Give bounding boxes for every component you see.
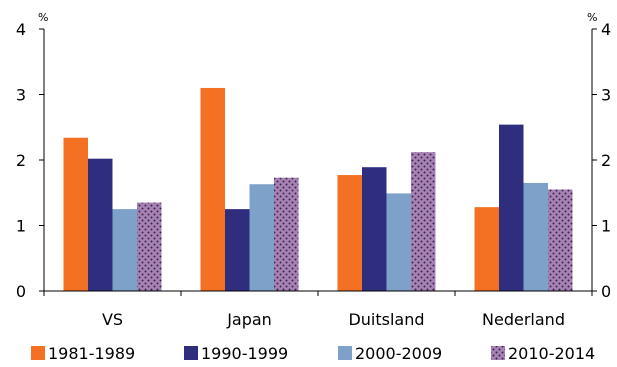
legend-swatch-1990-1999: [184, 346, 198, 360]
legend-swatch-2010-2014: [491, 346, 505, 360]
bar-1981-1989-Duitsland: [337, 175, 362, 291]
legend-label: 1990-1999: [201, 344, 288, 363]
bar-1981-1989-Nederland: [474, 207, 499, 291]
plot-area: 0 0 1 1 2 2 3 3 4 4 VS Japan Duitsland Nederland: [16, 20, 611, 329]
bar-2010-2014-Nederland: [548, 189, 573, 291]
legend-label: 2010-2014: [508, 344, 595, 363]
y-tick-label-right: 2: [601, 151, 611, 170]
legend-label: 2000-2009: [355, 344, 442, 363]
y-tick-label-right: 1: [601, 217, 611, 236]
legend-label: 1981-1989: [48, 344, 135, 363]
bar-1990-1999-Duitsland: [362, 167, 387, 291]
legend-swatch-1981-1989: [31, 346, 45, 360]
bar-1990-1999-Japan: [225, 209, 250, 291]
category-label: Duitsland: [348, 310, 424, 329]
y-tick-label-left: 4: [16, 20, 26, 39]
category-label: VS: [102, 310, 123, 329]
y-tick-label-left: 2: [16, 151, 26, 170]
y-tick-label-right: 4: [601, 20, 611, 39]
bar-1990-1999-VS: [88, 158, 113, 291]
legend-swatch-2000-2009: [338, 346, 352, 360]
y-tick-label-right: 0: [601, 282, 611, 301]
category-label: Nederland: [482, 310, 565, 329]
bar-2010-2014-Japan: [274, 177, 299, 291]
bar-2000-2009-Duitsland: [386, 193, 411, 291]
bar-1981-1989-Japan: [200, 87, 225, 291]
y-unit-right: %: [587, 11, 597, 24]
bar-2000-2009-Nederland: [523, 182, 548, 291]
bar-1981-1989-VS: [63, 137, 88, 291]
bar-2010-2014-VS: [137, 202, 162, 291]
legend: 1981-1989 1990-1999 2000-2009 2010-2014: [31, 344, 595, 363]
y-tick-label-left: 3: [16, 86, 26, 105]
y-tick-label-right: 3: [601, 86, 611, 105]
bar-2000-2009-Japan: [249, 184, 274, 291]
y-tick-label-left: 0: [16, 282, 26, 301]
bar-2000-2009-VS: [112, 209, 137, 291]
y-unit-left: %: [38, 11, 48, 24]
bar-1990-1999-Nederland: [499, 124, 524, 291]
bar-2010-2014-Duitsland: [411, 152, 436, 291]
y-tick-label-left: 1: [16, 217, 26, 236]
category-label: Japan: [226, 310, 272, 329]
